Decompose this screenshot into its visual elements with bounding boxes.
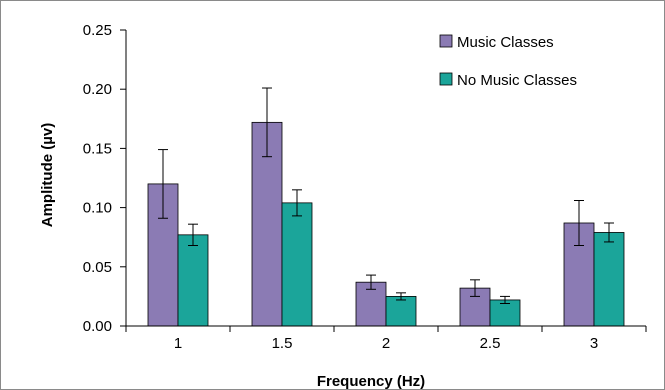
y-tick-label: 0.25	[83, 22, 112, 39]
bars-group	[147, 87, 625, 327]
x-axis-title: Frequency (Hz)	[317, 373, 425, 390]
legend-swatch	[439, 72, 453, 86]
y-axis-title: Amplitude (µv)	[39, 123, 56, 227]
x-tick-label: 3	[590, 335, 598, 352]
y-tick-label: 0.00	[83, 318, 112, 335]
bar	[281, 202, 313, 327]
legend-label: No Music Classes	[457, 72, 577, 89]
x-tick-label: 2.5	[480, 335, 501, 352]
bar	[385, 295, 417, 327]
legend: Music Classes No Music Classes	[439, 34, 577, 89]
y-tick-label: 0.10	[83, 200, 112, 217]
legend-swatch	[439, 34, 453, 48]
bar	[489, 299, 521, 327]
legend-label: Music Classes	[457, 34, 554, 51]
x-tick-label: 1	[174, 335, 182, 352]
x-tick-label: 2	[382, 335, 390, 352]
y-tick-label: 0.15	[83, 140, 112, 157]
y-tick-label: 0.05	[83, 259, 112, 276]
bar	[593, 232, 625, 327]
bar	[177, 234, 209, 327]
y-tick-label: 0.20	[83, 81, 112, 98]
x-tick-label: 1.5	[272, 335, 293, 352]
axes-group: 0.00 0.05 0.10 0.15 0.20 0.25 1 1.5 2 2.5 3	[83, 22, 647, 352]
